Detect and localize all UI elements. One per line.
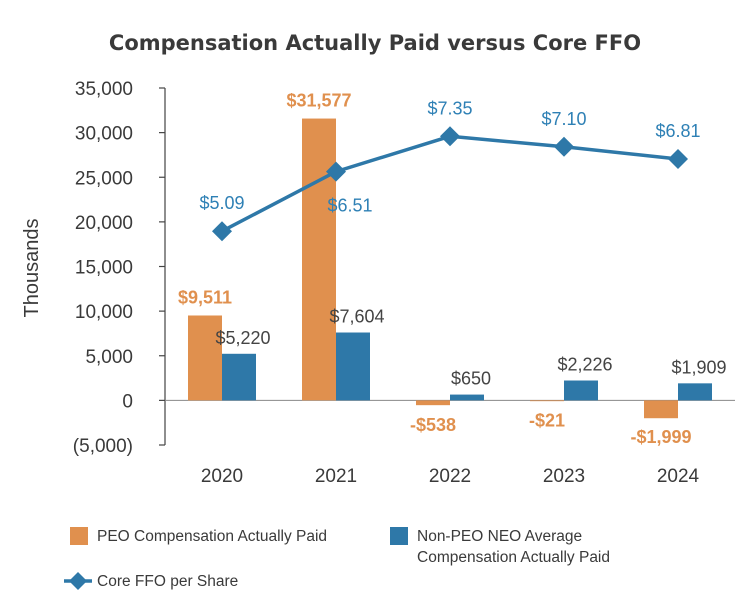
peo-bar: [188, 315, 222, 401]
x-tick-label: 2020: [201, 466, 243, 487]
neo-value-label: $2,226: [557, 355, 612, 375]
ffo-diamond-marker: [668, 148, 688, 169]
legend: PEO Compensation Actually Paid Non-PEO NE…: [64, 527, 610, 590]
legend-label-neo-line1: Non-PEO NEO Average: [417, 528, 582, 545]
neo-bar: [222, 353, 256, 401]
y-tick-label: 10,000: [75, 302, 133, 323]
y-tick-label: 5,000: [85, 347, 133, 368]
peo-value-label: -$21: [529, 411, 565, 431]
peo-value-label: $31,577: [286, 91, 351, 111]
neo-bar: [450, 394, 484, 401]
x-tick-label: 2024: [657, 466, 700, 487]
legend-label-neo-line2: Compensation Actually Paid: [417, 549, 610, 566]
axes: 35,000 30,000 25,000 20,000 15,000 10,000 5,00…: [73, 79, 735, 487]
ffo-line: [212, 126, 688, 242]
y-axis-label: Thousands: [21, 219, 43, 318]
neo-bar: [336, 332, 370, 401]
ffo-diamond-marker: [440, 126, 460, 147]
chart-title: Compensation Actually Paid versus Core F…: [109, 31, 641, 55]
legend-swatch-peo: [70, 527, 88, 545]
ffo-diamond-marker: [212, 221, 232, 242]
peo-value-label: -$538: [410, 415, 456, 435]
x-tick-label: 2023: [543, 466, 585, 487]
neo-bar: [678, 383, 712, 401]
y-tick-label: 30,000: [75, 124, 133, 145]
x-tick-label: 2022: [429, 466, 471, 487]
peo-value-label: $9,511: [178, 287, 232, 307]
y-tick-label: (5,000): [73, 436, 133, 457]
bars: [188, 118, 712, 419]
neo-value-label: $5,220: [215, 328, 270, 348]
neo-bar: [564, 380, 598, 401]
neo-value-label: $1,909: [671, 357, 726, 377]
y-tick-label: 20,000: [75, 213, 133, 234]
peo-bar: [644, 400, 678, 419]
y-tick-label: 0: [122, 391, 133, 412]
ffo-value-label: $7.35: [427, 98, 472, 118]
peo-value-label: -$1,999: [630, 427, 691, 447]
peo-bar: [302, 118, 336, 401]
ffo-value-label: $5.09: [199, 193, 244, 213]
legend-label-peo: PEO Compensation Actually Paid: [97, 528, 327, 545]
neo-value-label: $7,604: [329, 307, 384, 327]
y-tick-label: 15,000: [75, 258, 133, 279]
legend-swatch-neo: [390, 527, 408, 545]
ffo-diamond-marker: [326, 161, 346, 182]
peo-bar: [416, 400, 450, 406]
ffo-value-label: $6.81: [655, 121, 700, 141]
ffo-series-line: [221, 134, 679, 233]
data-labels: $9,511 $31,577 -$538 -$21 -$1,999 $5,220 $7,60…: [178, 91, 727, 448]
neo-value-label: $650: [451, 369, 491, 389]
peo-bar: [530, 400, 564, 402]
x-tick-label: 2021: [315, 466, 357, 487]
ffo-diamond-marker: [554, 136, 574, 157]
y-tick-label: 25,000: [75, 168, 133, 189]
ffo-value-label: $7.10: [541, 109, 586, 129]
legend-label-ffo: Core FFO per Share: [97, 573, 238, 590]
y-tick-label: 35,000: [75, 79, 133, 100]
ffo-value-label: $6.51: [327, 196, 372, 216]
legend-diamond-ffo: [69, 572, 87, 590]
